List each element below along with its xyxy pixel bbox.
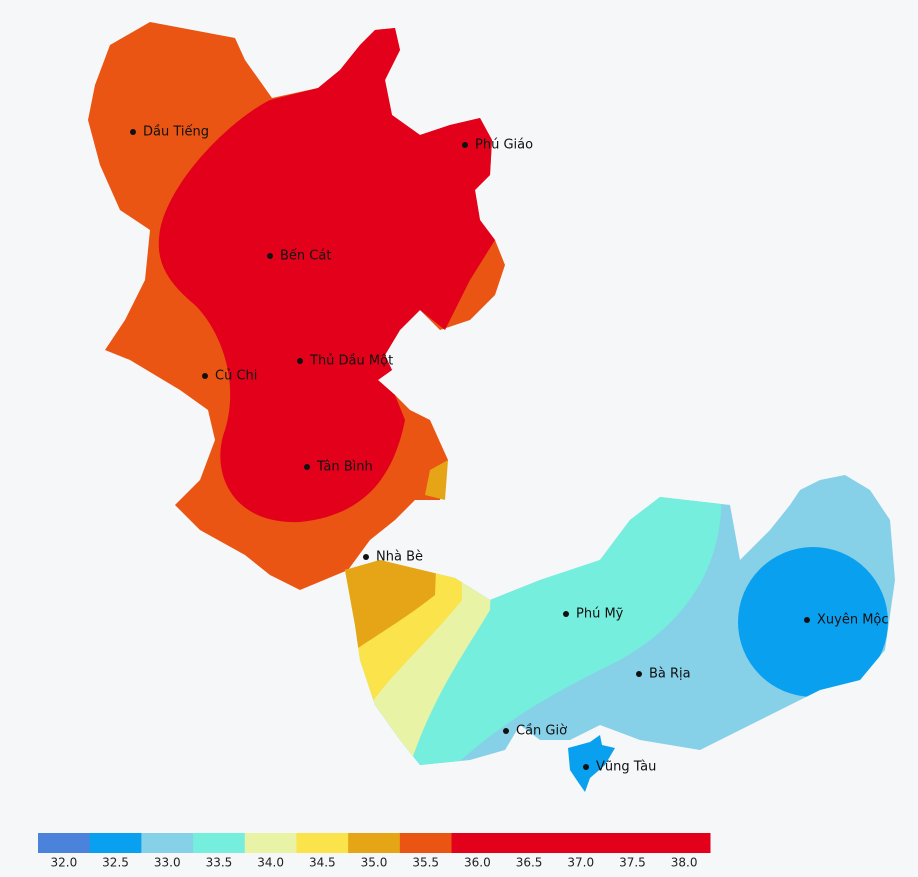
legend-label: 34.5 [309, 856, 336, 870]
place-label: Phú Mỹ [576, 607, 624, 622]
legend-label: 37.5 [619, 856, 646, 870]
vung-tau-area [568, 735, 615, 792]
legend: 32.0 32.5 33.0 33.5 34.0 34.5 35.0 35.5 36.0 36.5… [38, 833, 711, 870]
legend-label: 35.0 [361, 856, 388, 870]
legend-swatch [606, 833, 659, 853]
place-label: Cần Giờ [516, 724, 567, 739]
legend-label: 33.0 [154, 856, 181, 870]
legend-label: 34.0 [257, 856, 284, 870]
place-label: Thủ Dầu Một [309, 354, 393, 369]
legend-label: 35.5 [412, 856, 439, 870]
place: Củ Chi [202, 369, 257, 384]
legend-swatch [89, 833, 142, 853]
legend-label: 37.0 [567, 856, 594, 870]
place: Thủ Dầu Một [297, 354, 393, 369]
legend-swatch [244, 833, 297, 853]
place-label: Xuyên Mộc [817, 613, 889, 628]
place: Bến Cát [267, 249, 331, 264]
place-label: Phú Giáo [475, 138, 533, 153]
legend-label: 32.5 [102, 856, 129, 870]
place: Dầu Tiếng [130, 125, 209, 140]
place: Bà Rịa [636, 667, 691, 682]
legend-swatch [193, 833, 246, 853]
legend-swatch [399, 833, 453, 853]
north-region [88, 22, 505, 590]
place-label: Bến Cát [280, 249, 331, 264]
place: Phú Mỹ [563, 607, 624, 622]
place: Vũng Tàu [583, 760, 656, 775]
place-label: Củ Chi [215, 369, 257, 384]
legend-swatch [503, 833, 556, 853]
legend-label: 38.0 [671, 856, 698, 870]
place-label: Bà Rịa [649, 667, 691, 682]
legend-swatch [554, 833, 608, 853]
place-label: Nhà Bè [376, 550, 423, 565]
place: Phú Giáo [462, 138, 533, 153]
place-label: Tân Bình [316, 460, 373, 475]
legend-label: 36.5 [516, 856, 543, 870]
legend-swatch [296, 833, 349, 853]
place: Nhà Bè [363, 550, 423, 565]
place: Xuyên Mộc [804, 613, 889, 628]
legend-label: 36.0 [464, 856, 491, 870]
place: Cần Giờ [503, 724, 567, 739]
place-label: Vũng Tàu [596, 760, 656, 775]
legend-swatch [141, 833, 194, 853]
legend-label: 33.5 [206, 856, 233, 870]
legend-swatch [658, 833, 711, 853]
legend-swatch [38, 833, 91, 853]
legend-label: 32.0 [50, 856, 77, 870]
place-label: Dầu Tiếng [143, 125, 209, 140]
legend-swatch [451, 833, 504, 853]
place: Tân Bình [304, 460, 373, 475]
legend-swatch [348, 833, 401, 853]
